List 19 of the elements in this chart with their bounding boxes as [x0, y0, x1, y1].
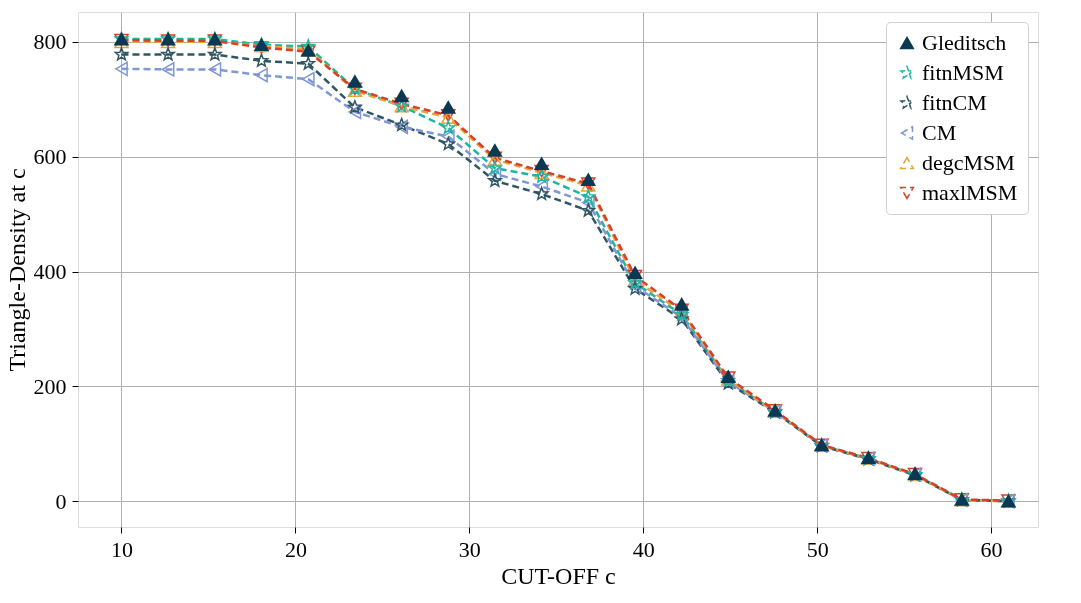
x-tick-label: 40 — [632, 536, 655, 562]
legend-label: maxlMSM — [922, 180, 1018, 205]
legend-label: Gleditsch — [922, 30, 1007, 55]
y-tick-label: 200 — [33, 373, 67, 399]
y-tick-label: 0 — [55, 488, 67, 514]
legend-label: fitnMSM — [922, 60, 1004, 85]
y-tick-label: 800 — [33, 29, 67, 55]
x-tick-label: 10 — [110, 536, 133, 562]
x-tick-label: 60 — [980, 536, 1003, 562]
x-tick-label: 50 — [806, 536, 829, 562]
x-axis-title: CUT-OFF c — [501, 562, 616, 589]
x-tick-label: 30 — [458, 536, 481, 562]
legend-label: CM — [922, 120, 957, 145]
x-tick-label: 20 — [284, 536, 307, 562]
y-tick-label: 600 — [33, 144, 67, 170]
legend-label: degcMSM — [922, 150, 1015, 175]
legend-label: fitnCM — [922, 90, 987, 115]
y-axis-title: Triangle-Density at c — [3, 168, 30, 372]
y-tick-label: 400 — [33, 259, 67, 285]
